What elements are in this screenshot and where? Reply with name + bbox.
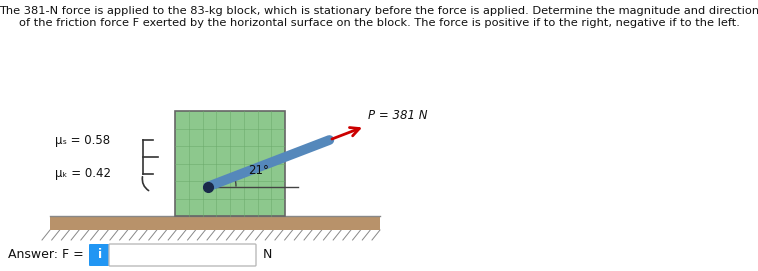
Text: μₛ = 0.58: μₛ = 0.58 bbox=[55, 134, 110, 147]
Text: Answer: F =: Answer: F = bbox=[8, 249, 83, 262]
Text: i: i bbox=[98, 249, 102, 262]
Text: The 381-N force is applied to the 83-kg block, which is stationary before the fo: The 381-N force is applied to the 83-kg … bbox=[0, 6, 758, 16]
FancyBboxPatch shape bbox=[89, 244, 111, 266]
Text: P = 381 N: P = 381 N bbox=[368, 109, 428, 122]
Bar bbox=[50, 216, 380, 230]
Text: N: N bbox=[263, 249, 272, 262]
Bar bbox=[175, 111, 285, 216]
FancyBboxPatch shape bbox=[109, 244, 256, 266]
Text: of the friction force F exerted by the horizontal surface on the block. The forc: of the friction force F exerted by the h… bbox=[18, 18, 740, 28]
Text: 21°: 21° bbox=[248, 164, 269, 177]
Text: μₖ = 0.42: μₖ = 0.42 bbox=[55, 167, 111, 180]
